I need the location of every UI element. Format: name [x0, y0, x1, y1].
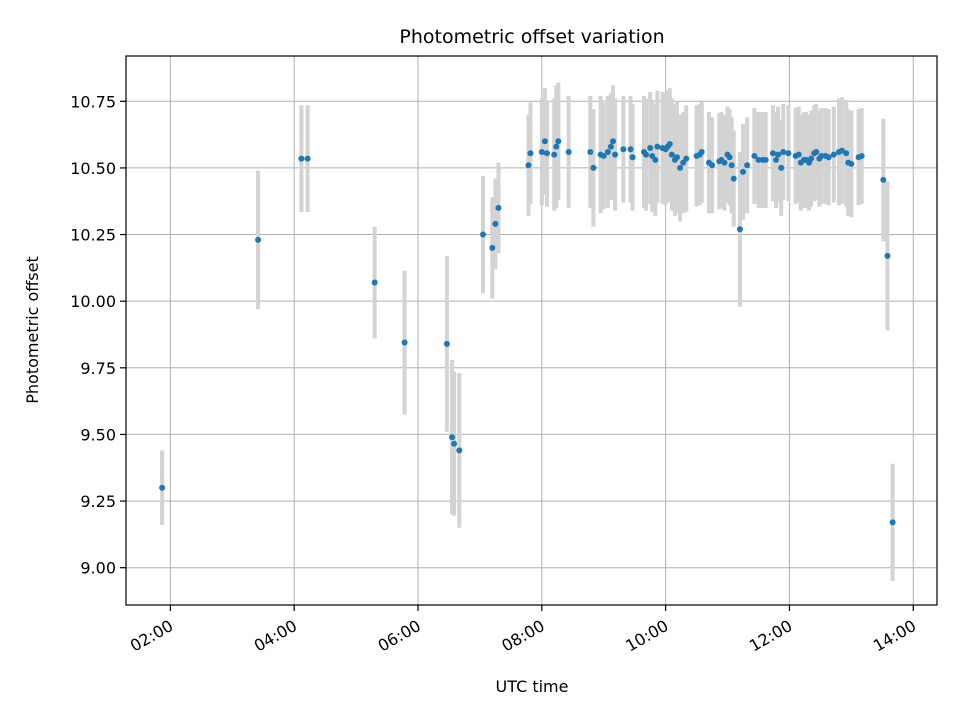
- data-point: [818, 152, 825, 159]
- data-point: [590, 164, 597, 171]
- data-point: [600, 152, 607, 159]
- data-point: [551, 151, 558, 158]
- data-point: [607, 143, 614, 150]
- x-tick-label: 10:00: [622, 616, 671, 656]
- data-point: [848, 160, 855, 167]
- data-point: [652, 156, 659, 163]
- x-tick-label: 14:00: [870, 616, 919, 656]
- data-point: [726, 154, 733, 161]
- data-point: [785, 150, 792, 157]
- data-point: [527, 150, 534, 157]
- data-point: [773, 156, 780, 163]
- data-point: [762, 156, 769, 163]
- data-point: [371, 279, 378, 286]
- plot-frame: [125, 55, 938, 606]
- data-point: [480, 231, 487, 238]
- data-point: [698, 148, 705, 155]
- data-point: [830, 151, 837, 158]
- data-points: [159, 138, 896, 526]
- data-point: [730, 175, 737, 182]
- data-point: [721, 159, 728, 166]
- data-point: [555, 138, 562, 145]
- chart-title: Photometric offset variation: [399, 26, 664, 48]
- data-point: [677, 164, 684, 171]
- data-point: [673, 154, 680, 161]
- data-point: [889, 519, 896, 526]
- data-point: [755, 156, 762, 163]
- y-axis-label: Photometric offset: [23, 256, 42, 404]
- data-point: [643, 151, 650, 158]
- data-point: [525, 162, 532, 169]
- data-point: [647, 144, 654, 151]
- data-point: [666, 140, 673, 147]
- data-point: [825, 154, 832, 161]
- data-point: [736, 226, 743, 233]
- data-point: [304, 155, 311, 162]
- data-point: [629, 154, 636, 161]
- data-point: [813, 148, 820, 155]
- data-point: [489, 244, 496, 251]
- y-tick-label: 10.50: [70, 159, 116, 178]
- data-point: [159, 484, 166, 491]
- y-tick-label: 10.75: [70, 92, 116, 111]
- data-point: [565, 148, 572, 155]
- data-point: [751, 152, 758, 159]
- x-tick-label: 12:00: [746, 616, 795, 656]
- data-point: [541, 138, 548, 145]
- data-point: [780, 148, 787, 155]
- data-point: [884, 252, 891, 259]
- data-point: [492, 220, 499, 227]
- data-point: [858, 152, 865, 159]
- x-tick-label: 08:00: [498, 616, 547, 656]
- y-tick-label: 9.25: [80, 492, 116, 511]
- data-point: [683, 155, 690, 162]
- data-point: [456, 447, 463, 454]
- x-tick-label: 04:00: [251, 616, 300, 656]
- data-point: [744, 162, 751, 169]
- data-point: [255, 236, 262, 243]
- data-point: [775, 151, 782, 158]
- y-axis-ticks: 9.00 9.25 9.50 9.75 10.00 10.25 10.50 10.75: [70, 92, 126, 578]
- data-point: [401, 339, 408, 346]
- y-tick-label: 9.50: [80, 425, 116, 444]
- data-point: [495, 204, 502, 211]
- x-tick-label: 06:00: [375, 616, 424, 656]
- data-point: [795, 151, 802, 158]
- data-point: [298, 155, 305, 162]
- data-point: [740, 168, 747, 175]
- data-point: [709, 162, 716, 169]
- data-point: [769, 150, 776, 157]
- y-tick-label: 9.75: [80, 359, 116, 378]
- data-point: [443, 340, 450, 347]
- data-point: [451, 440, 458, 447]
- data-point: [880, 176, 887, 183]
- data-point: [610, 138, 617, 145]
- y-tick-label: 10.00: [70, 292, 116, 311]
- x-axis-ticks: 02:00 04:00 06:00 08:00 10:00 12:00 14:00: [127, 605, 919, 656]
- x-axis-label: UTC time: [496, 677, 569, 696]
- data-point: [587, 148, 594, 155]
- x-tick-label: 02:00: [127, 616, 176, 656]
- data-point: [449, 434, 456, 441]
- data-point: [808, 155, 815, 162]
- data-point: [612, 151, 619, 158]
- data-point: [627, 146, 634, 153]
- data-point: [604, 148, 611, 155]
- data-point: [620, 146, 627, 153]
- data-point: [668, 151, 675, 158]
- data-point: [553, 143, 560, 150]
- data-point: [728, 162, 735, 169]
- data-point: [843, 150, 850, 157]
- data-point: [654, 143, 661, 150]
- data-point: [543, 150, 550, 157]
- error-bars: [160, 82, 895, 582]
- y-tick-label: 10.25: [70, 226, 116, 245]
- data-point: [778, 164, 785, 171]
- data-point: [538, 148, 545, 155]
- y-tick-label: 9.00: [80, 559, 116, 578]
